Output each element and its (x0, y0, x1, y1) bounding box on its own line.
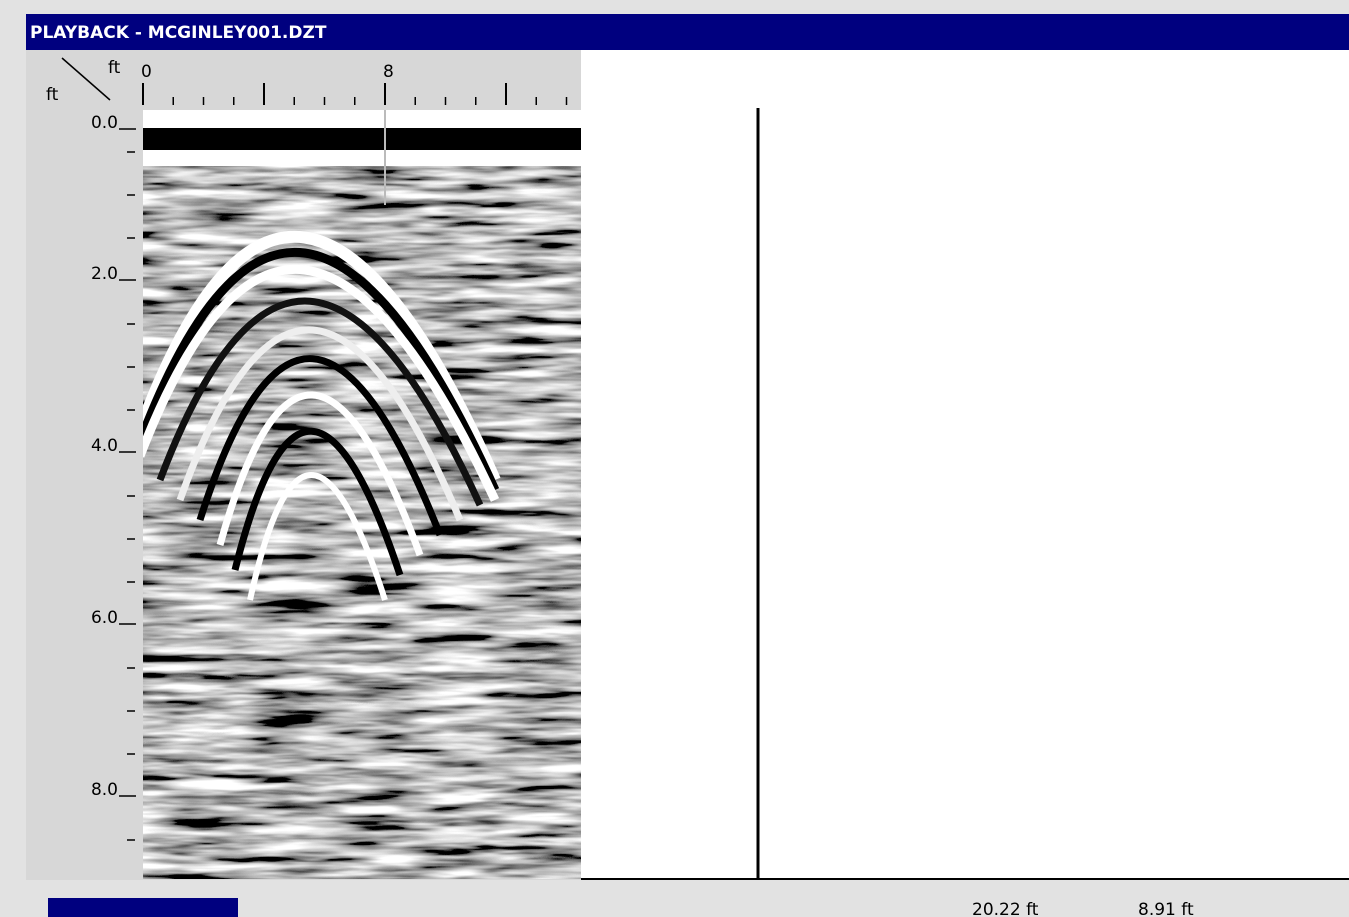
y-unit: ft (46, 85, 59, 105)
y-tick-label: 0.0 (91, 113, 118, 133)
radargram (140, 110, 581, 879)
progress-bar (48, 898, 238, 917)
y-tick-label: 2.0 (91, 264, 118, 284)
y-tick-label: 6.0 (91, 608, 118, 628)
app-window: PLAYBACK - MCGINLEY001.DZT ft ft 0 8 0.0 2.… (0, 0, 1349, 917)
x-tick-label: 0 (141, 62, 152, 82)
x-unit: ft (108, 58, 121, 78)
y-tick-label: 8.0 (91, 780, 118, 800)
status-distance: 20.22 ft (972, 900, 1039, 917)
x-tick-label: 8 (383, 62, 394, 82)
y-tick-label: 4.0 (91, 436, 118, 456)
window-title: PLAYBACK - MCGINLEY001.DZT (30, 23, 327, 43)
status-depth: 8.91 ft (1138, 900, 1194, 917)
direct-wave (143, 128, 581, 150)
page: PLAYBACK - MCGINLEY001.DZT ft ft 0 8 0.0 2.… (0, 0, 1349, 917)
